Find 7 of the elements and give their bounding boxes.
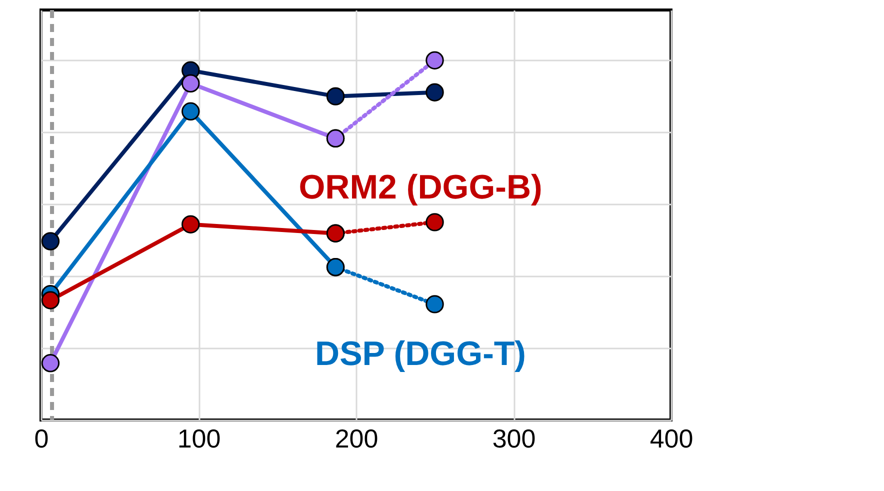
x-tick-label: 0	[34, 424, 49, 454]
x-tick-label: 400	[650, 424, 694, 454]
x-tick-label: 100	[177, 424, 221, 454]
series-label: ORM2 (DGG-B)	[298, 168, 542, 206]
series-label: DSP (DGG-T)	[315, 335, 526, 374]
x-tick-label: 200	[334, 424, 378, 454]
x-tick-label: 300	[492, 424, 536, 454]
